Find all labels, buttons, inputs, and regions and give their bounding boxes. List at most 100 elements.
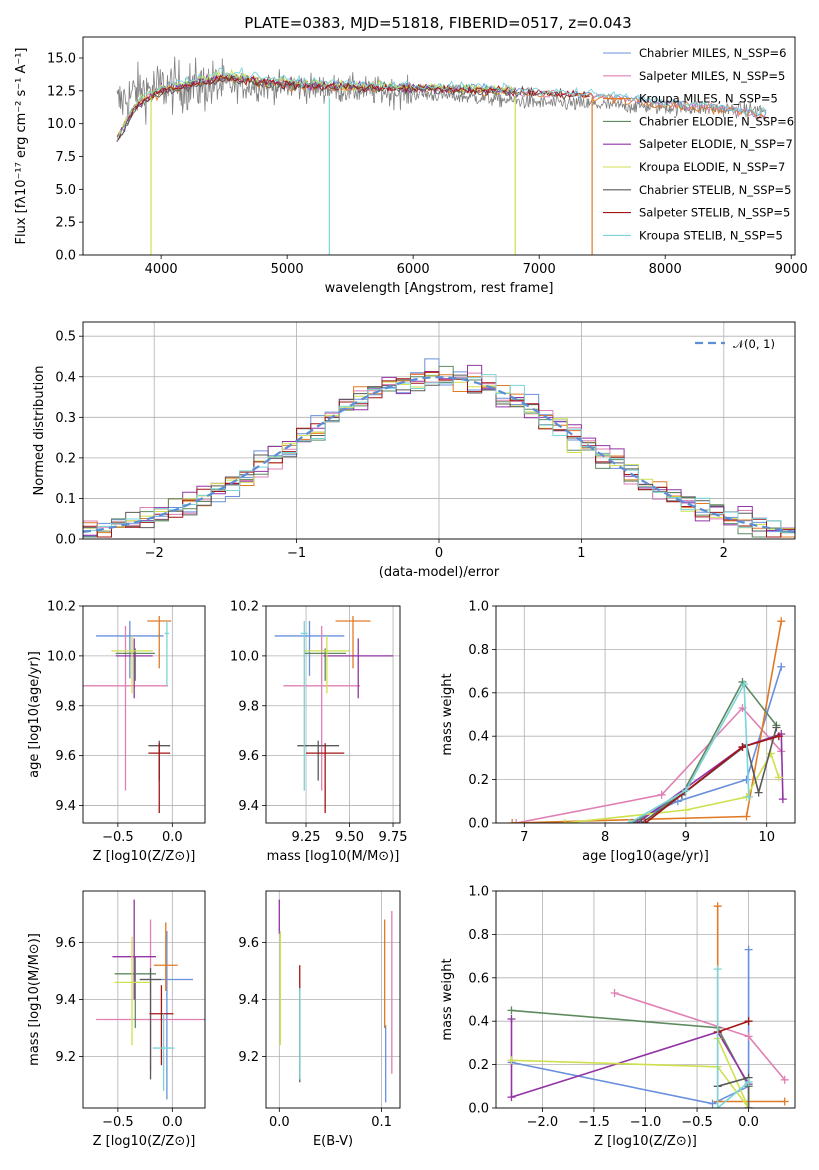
y-tick-label: 0.3 <box>55 411 76 426</box>
panel-mass-vs-Z: −0.5 0.0 9.2 9.4 9.6 Z [log10(Z/Z⊙)] mass [log… <box>27 890 206 1149</box>
y-tick-label: 0.8 <box>468 928 489 943</box>
plot-frame <box>82 321 796 540</box>
x-axis-label: Z [log10(Z/Z⊙)] <box>594 1134 697 1149</box>
x-axis-label: age [log10(age/yr)] <box>582 849 709 864</box>
x-axis-label: wavelength [Angstrom, rest frame] <box>325 281 554 296</box>
x-axis-label: mass [log10(M/M⊙)] <box>267 849 400 864</box>
y-tick-label: 9.8 <box>238 699 259 714</box>
y-tick-label: 12.5 <box>47 84 76 99</box>
weight-point-marker <box>777 662 786 671</box>
weight-point-marker <box>742 775 751 784</box>
weight-point-marker <box>772 723 781 732</box>
weight-series-line <box>716 969 750 1108</box>
weight-series-line <box>512 621 783 823</box>
x-axis-label: Z [log10(Z/Z⊙)] <box>93 849 196 864</box>
y-tick-label: 0.0 <box>55 249 76 264</box>
weight-point-marker <box>610 988 619 997</box>
weight-point-marker <box>780 1097 789 1106</box>
y-tick-label: 15.0 <box>47 52 76 67</box>
legend-label: Kroupa ELODIE, N_SSP=7 <box>639 160 785 174</box>
weight-series-line <box>516 706 782 823</box>
x-tick-label: 0.0 <box>162 830 183 845</box>
weight-series-line <box>510 1019 750 1099</box>
x-tick-label: 4000 <box>145 262 178 277</box>
y-tick-label: 0.6 <box>468 686 489 701</box>
histogram-step <box>83 374 795 539</box>
y-tick-label: 10.2 <box>47 600 76 615</box>
y-tick-label: 0.2 <box>55 451 76 466</box>
legend-label: 𝒩(0, 1) <box>733 337 775 351</box>
weight-point-marker <box>625 819 634 823</box>
y-tick-label: 10.0 <box>47 117 76 132</box>
x-tick-label: −0.5 <box>102 830 134 845</box>
y-tick-label: 9.8 <box>55 699 76 714</box>
y-tick-label: 9.4 <box>55 993 76 1008</box>
y-axis-label: mass weight <box>440 673 455 755</box>
legend-label: Chabrier ELODIE, N_SSP=6 <box>639 114 794 128</box>
x-tick-label: 0.0 <box>269 1115 290 1130</box>
weight-point-marker <box>507 1093 516 1102</box>
y-tick-label: 10.0 <box>230 649 259 664</box>
plot-frame <box>495 605 796 824</box>
y-tick-label: 0.6 <box>468 971 489 986</box>
panel-residuals: −2 −1 0 1 2 0.0 0.1 0.2 0.3 0.4 0.5 (data-model)/er… <box>32 321 796 580</box>
panel-ebv: 0.0 0.1 9.2 9.4 9.6 E(B-V) <box>238 890 401 1149</box>
y-tick-label: 9.4 <box>238 993 259 1008</box>
y-tick-label: 0.4 <box>55 370 76 385</box>
y-tick-label: 7.5 <box>55 150 76 165</box>
x-axis-label: (data-model)/error <box>379 565 500 580</box>
y-tick-label: 0.4 <box>468 1015 489 1030</box>
y-axis-label: age [log10(age/yr)] <box>27 651 42 778</box>
weight-point-marker <box>512 819 521 823</box>
weight-series-line <box>716 906 785 1103</box>
plot-frame <box>82 605 206 824</box>
y-tick-label: 0.0 <box>468 1102 489 1117</box>
x-tick-label: 8 <box>601 830 609 845</box>
plot-frame <box>495 890 796 1109</box>
weight-point-marker <box>508 819 517 823</box>
x-tick-label: −1.0 <box>630 1115 662 1130</box>
x-tick-label: −2.0 <box>527 1115 559 1130</box>
weight-point-marker <box>740 680 749 689</box>
x-tick-label: −2 <box>145 546 164 561</box>
weight-series-line <box>717 1020 749 1033</box>
panel-spectrum: 4000 5000 6000 7000 8000 9000 0.0 2.5 5.0 7.5 10.0… <box>14 36 808 296</box>
model-series-line <box>116 66 767 141</box>
plot-frame <box>82 36 796 256</box>
y-tick-label: 0.2 <box>468 1058 489 1073</box>
weight-point-marker <box>507 1015 516 1024</box>
y-tick-label: 1.0 <box>468 885 489 900</box>
panel-age-vs-mass: 9.25 9.50 9.75 9.4 9.6 9.8 10.0 10.2 mass [log10… <box>230 600 407 865</box>
weight-point-marker <box>738 743 747 752</box>
weight-point-marker <box>754 788 763 797</box>
weight-point-marker <box>560 819 569 823</box>
y-tick-label: 9.6 <box>238 749 259 764</box>
weight-point-marker <box>744 1017 753 1026</box>
x-tick-label: −1 <box>287 546 306 561</box>
plot-area <box>278 899 393 1103</box>
weight-point-marker <box>637 819 646 823</box>
weight-point-marker <box>681 786 690 795</box>
x-tick-label: 0.0 <box>162 1115 183 1130</box>
plot-area <box>116 56 767 255</box>
histogram-step <box>83 371 795 539</box>
weight-point-marker <box>713 902 722 911</box>
y-tick-label: 0.1 <box>55 492 76 507</box>
x-tick-label: 7000 <box>523 262 556 277</box>
x-tick-label: 2 <box>720 546 728 561</box>
x-tick-label: −1.5 <box>578 1115 610 1130</box>
x-tick-label: 9.75 <box>379 830 408 845</box>
x-tick-label: 0 <box>435 546 443 561</box>
y-tick-label: 10.0 <box>47 649 76 664</box>
plot-area <box>83 615 172 814</box>
weight-point-marker <box>774 732 783 741</box>
weight-point-marker <box>774 773 783 782</box>
x-tick-label: 0.0 <box>738 1115 759 1130</box>
x-tick-label: 9000 <box>775 262 808 277</box>
legend-label: Kroupa STELIB, N_SSP=5 <box>639 228 783 242</box>
x-tick-label: 8000 <box>649 262 682 277</box>
y-tick-label: 0.0 <box>55 533 76 548</box>
y-tick-label: 0.5 <box>55 330 76 345</box>
weight-point-marker <box>713 1104 722 1108</box>
